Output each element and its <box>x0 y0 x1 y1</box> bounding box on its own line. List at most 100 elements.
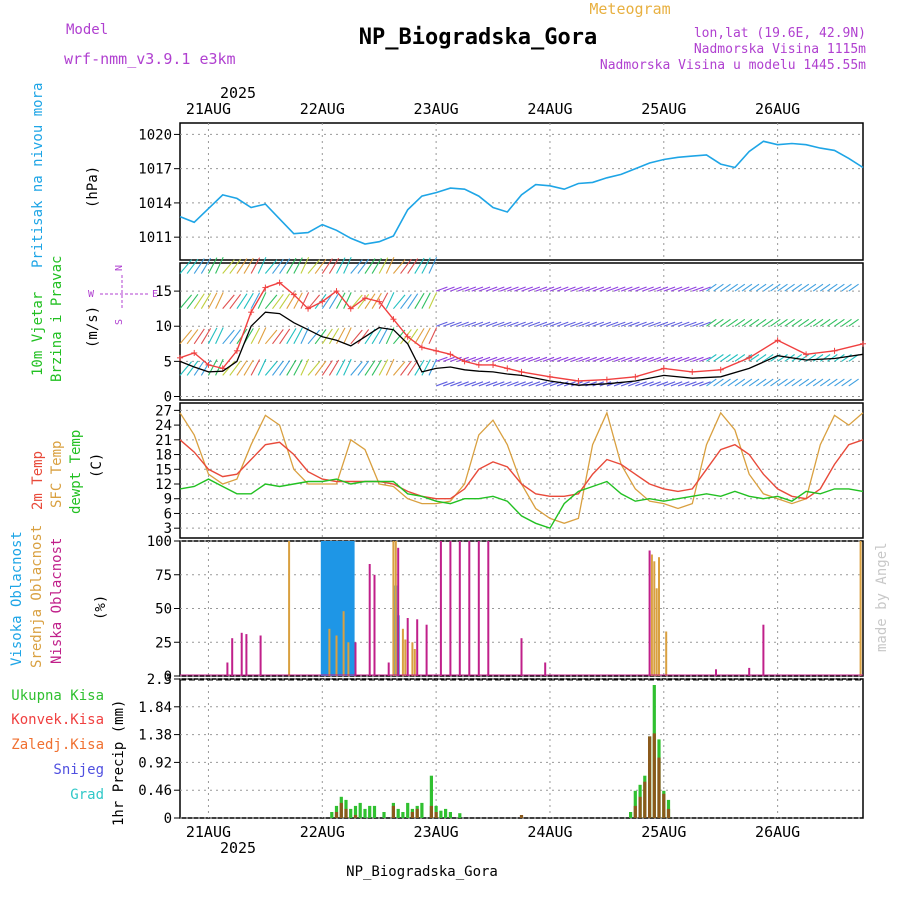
wind-barb <box>471 321 484 327</box>
wind-barb <box>485 356 498 362</box>
wind-barb <box>443 356 455 362</box>
wind-barb <box>699 286 711 292</box>
wind-barb <box>827 318 838 327</box>
wind-barb <box>378 292 389 309</box>
wind-barb <box>827 378 838 387</box>
pressure-unit: (hPa) <box>85 166 101 208</box>
wind-barb <box>784 318 795 327</box>
precip-total-bar <box>458 813 462 818</box>
wind-barb <box>720 378 731 387</box>
wind-barb <box>677 286 690 292</box>
pressure-line <box>179 140 864 245</box>
low-cloud-bar <box>397 547 400 677</box>
wind-barb <box>414 328 425 345</box>
wind-barb <box>307 294 321 310</box>
precip-conv-bar <box>638 796 642 818</box>
wind-barb <box>741 378 753 387</box>
wind-barb <box>400 360 412 376</box>
top-day-label: 22AUG <box>300 100 345 118</box>
wind-barb <box>385 358 395 376</box>
wind-barb <box>428 327 438 345</box>
precip-total-bar <box>353 805 358 818</box>
wind-barb <box>250 257 261 274</box>
wind-barb <box>585 321 597 327</box>
wind-barb <box>528 381 541 387</box>
wind-axis-title-2: Brzina i Pravac <box>49 256 65 382</box>
svg-text:E: E <box>152 289 158 300</box>
wind-barb <box>478 356 491 362</box>
wind-barb <box>207 359 218 376</box>
wind-barb <box>663 356 676 362</box>
y-tick-label: 0 <box>164 811 172 827</box>
wind-barb <box>727 318 739 327</box>
wind-barb <box>713 354 724 362</box>
wind-barb <box>827 283 838 292</box>
precip-total-bar <box>448 812 452 818</box>
wind-barb <box>421 257 431 274</box>
wind-direction-legend: N W E S <box>88 265 158 325</box>
wind-barb <box>378 327 389 345</box>
wind-barb <box>257 358 267 376</box>
wind-barb <box>805 378 817 387</box>
wind-barb <box>400 293 412 309</box>
wind-barb <box>599 286 612 292</box>
wind-barb <box>834 318 845 327</box>
bottom-day-label: 26AUG <box>755 823 800 841</box>
precip-total-bar <box>372 805 377 818</box>
wind-barb <box>393 259 406 274</box>
wind-barb <box>663 286 676 292</box>
wind-barb <box>343 358 352 376</box>
dewpt-axis-title: dewpt Temp <box>68 430 84 514</box>
y-tick-label: 1011 <box>138 230 172 246</box>
high-cloud-bar <box>327 541 331 676</box>
wind-barb <box>613 356 626 362</box>
wind-barb <box>556 321 569 327</box>
wind-barb <box>699 321 711 327</box>
mid-cloud-bar <box>288 541 291 676</box>
wind-barb <box>784 378 795 387</box>
wind-barb <box>186 258 199 274</box>
wind-barb <box>521 321 533 327</box>
wind-barb <box>663 321 676 327</box>
precip-conv-bar <box>334 812 339 818</box>
wind-barb <box>357 293 370 309</box>
precip-total-bar <box>382 812 386 818</box>
wind-barb <box>628 381 640 387</box>
wind-barb <box>229 329 242 345</box>
temp2m-axis-title: 2m Temp <box>30 451 46 510</box>
mid-cloud-bar <box>658 557 660 676</box>
high-cloud-bar <box>332 541 336 676</box>
wind-barb <box>457 321 469 327</box>
wind-barb <box>371 359 382 376</box>
wind-barb <box>592 321 605 327</box>
wind-barb <box>699 356 711 362</box>
precip-total-bar <box>349 808 353 818</box>
wind-barb <box>492 381 505 387</box>
wind-barb <box>606 286 619 292</box>
wind-barb <box>307 259 321 274</box>
y-tick-label: 15 <box>155 284 172 300</box>
wind-barb <box>542 356 555 362</box>
wind-barb <box>222 294 235 310</box>
legend-ukupna: Ukupna Kisa <box>11 688 104 704</box>
wind-barb <box>236 293 248 309</box>
wind-barb <box>279 258 291 274</box>
wind-barb <box>200 328 212 345</box>
wind-barb <box>571 286 583 292</box>
wind-barb <box>428 292 438 309</box>
y-tick-label: 50 <box>155 602 172 618</box>
legend-konvek: Konvek.Kisa <box>11 712 104 728</box>
precip-total-bar <box>439 810 443 818</box>
temp-unit: (C) <box>89 453 105 478</box>
wind-barb <box>755 283 767 292</box>
wind-barb <box>272 329 284 345</box>
wind-barb <box>407 360 419 376</box>
wind-barb <box>819 283 831 292</box>
bottom-day-label: 22AUG <box>300 823 345 841</box>
wind-barb <box>649 381 661 387</box>
wind-barb <box>464 381 477 387</box>
wind-barb <box>393 361 406 376</box>
wind-barb <box>336 359 346 376</box>
wind-barb <box>293 327 303 345</box>
